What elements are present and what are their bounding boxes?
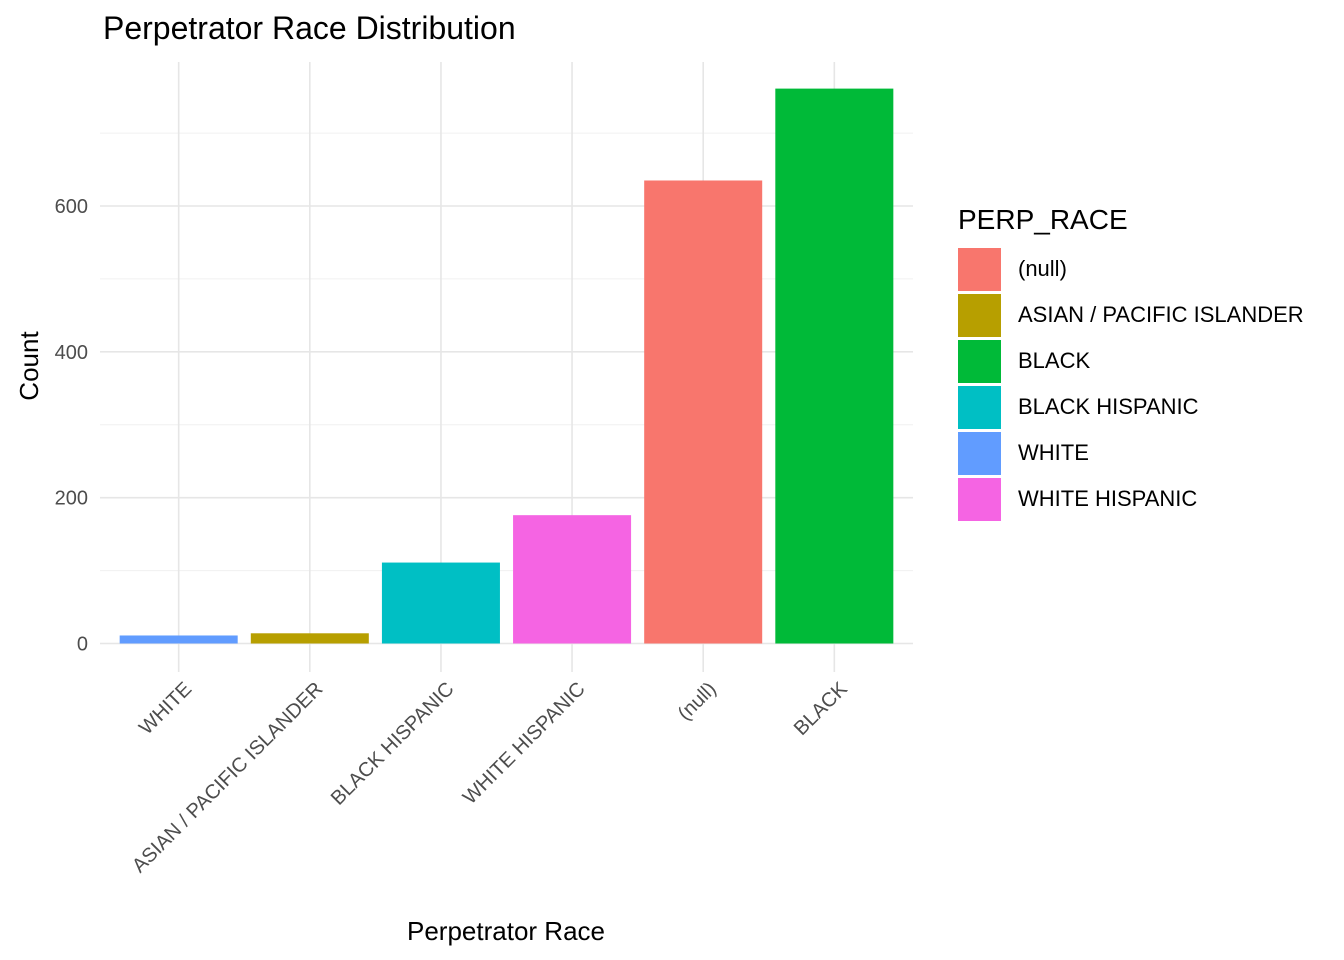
y-tick-label: 400 <box>55 342 88 364</box>
legend-label: BLACK <box>1018 348 1091 373</box>
x-tick-label: BLACK HISPANIC <box>327 678 459 810</box>
legend-swatch <box>958 385 1001 429</box>
legend-swatch <box>958 339 1001 383</box>
legend-item: ASIAN / PACIFIC ISLANDER <box>958 292 1304 338</box>
legend-label: (null) <box>1018 256 1067 281</box>
bar <box>644 180 763 644</box>
x-tick-label: (null) <box>674 678 721 725</box>
legend-item: BLACK HISPANIC <box>958 384 1304 430</box>
y-tick-label: 0 <box>77 634 88 656</box>
x-tick-label: BLACK <box>790 678 852 740</box>
x-tick-label: WHITE <box>135 678 196 739</box>
legend-swatch <box>958 293 1001 337</box>
legend-swatch <box>958 477 1001 521</box>
legend-title: PERP_RACE <box>958 204 1128 235</box>
legend-item: (null) <box>958 246 1304 292</box>
chart-title: Perpetrator Race Distribution <box>103 10 516 46</box>
legend-swatch <box>958 431 1001 475</box>
legend-item: WHITE <box>958 430 1304 476</box>
bar <box>119 635 238 644</box>
bar <box>513 515 632 644</box>
legend-label: ASIAN / PACIFIC ISLANDER <box>1018 302 1304 327</box>
legend-label: WHITE HISPANIC <box>1018 486 1198 511</box>
legend-items: (null) ASIAN / PACIFIC ISLANDER BLACK BLACK… <box>958 246 1304 522</box>
x-tick-label: WHITE HISPANIC <box>459 678 590 809</box>
y-axis-title: Count <box>14 331 44 401</box>
y-tick-label: 200 <box>55 488 88 510</box>
legend-item: WHITE HISPANIC <box>958 476 1304 522</box>
legend-label: BLACK HISPANIC <box>1018 394 1199 419</box>
legend-label: WHITE <box>1018 440 1089 465</box>
bar <box>250 633 369 644</box>
bar <box>381 562 500 644</box>
x-axis-title: Perpetrator Race <box>407 916 605 946</box>
legend: PERP_RACE (null) ASIAN / PACIFIC ISLANDER… <box>958 204 1304 522</box>
legend-item: BLACK <box>958 338 1304 384</box>
bar <box>775 88 894 644</box>
y-tick-label: 600 <box>55 196 88 218</box>
legend-swatch <box>958 247 1001 291</box>
